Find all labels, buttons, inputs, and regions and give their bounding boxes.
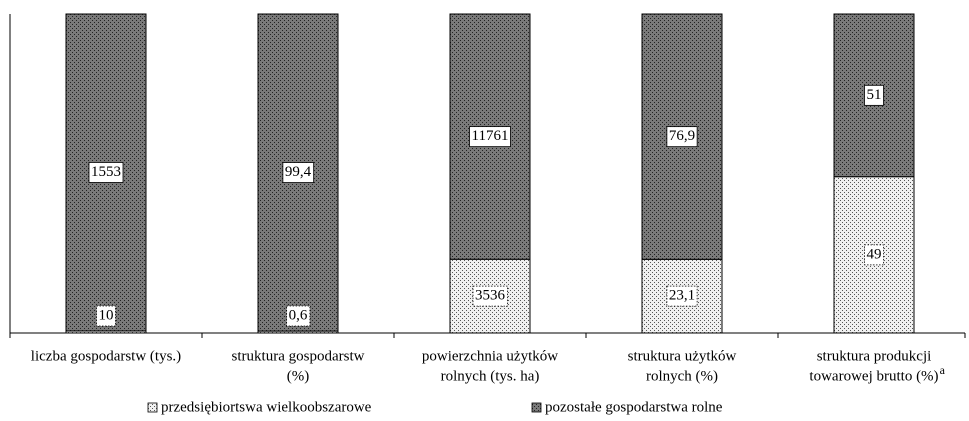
data-label-box [286,305,311,327]
data-label: 0,6 [286,305,311,327]
data-label-text: 1553 [91,164,121,180]
data-label-box [96,305,116,327]
x-tick-label: (%) [287,368,310,384]
data-label-text: 3536 [475,288,506,304]
data-label-text: 49 [867,246,882,262]
data-label-box [472,285,508,307]
data-label-box [469,126,511,148]
data-label: 23,1 [666,285,698,307]
data-label: 3536 [472,285,508,307]
data-label-box [666,126,698,148]
legend-label: pozostałe gospodarstwa rolne [545,399,723,415]
data-label: 99,4 [282,162,315,183]
data-label-text: 0,6 [289,307,308,323]
data-label-text: 11761 [472,128,509,144]
data-label-box [282,162,315,183]
x-tick-label: struktura produkcji [817,348,932,364]
data-label: 76,9 [666,126,698,148]
data-label-box [666,285,698,307]
data-label: 11761 [469,126,511,148]
x-tick-label: liczba gospodarstw (tys.) [31,348,181,364]
data-label-text: 76,9 [669,128,695,144]
legend-swatch [531,402,542,413]
data-label: 49 [864,244,884,266]
x-tick-label: rolnych (%) [646,368,718,384]
x-tick-label: rolnych (tys. ha) [441,368,540,384]
data-label-text: 99,4 [285,164,312,180]
data-label: 10 [96,305,116,327]
x-tick-label: towarowej brutto (%) [809,368,938,384]
data-label-text: 51 [867,87,882,103]
legend-label: przedsiębiortswa wielkoobszarowe [161,399,372,415]
data-label-text: 10 [99,307,114,323]
data-label-text: 23,1 [669,288,695,304]
x-tick-superscript: a [940,363,946,377]
data-label-box [864,84,884,106]
x-tick-label: struktura użytków [628,348,737,364]
x-tick-label: struktura gospodarstw [232,348,365,364]
data-label: 1553 [88,162,124,183]
data-label: 51 [864,84,884,106]
legend-swatch [147,402,158,413]
x-tick-label: powierzchnia użytków [422,348,558,364]
data-label-box [88,162,124,183]
data-label-box [864,244,884,266]
